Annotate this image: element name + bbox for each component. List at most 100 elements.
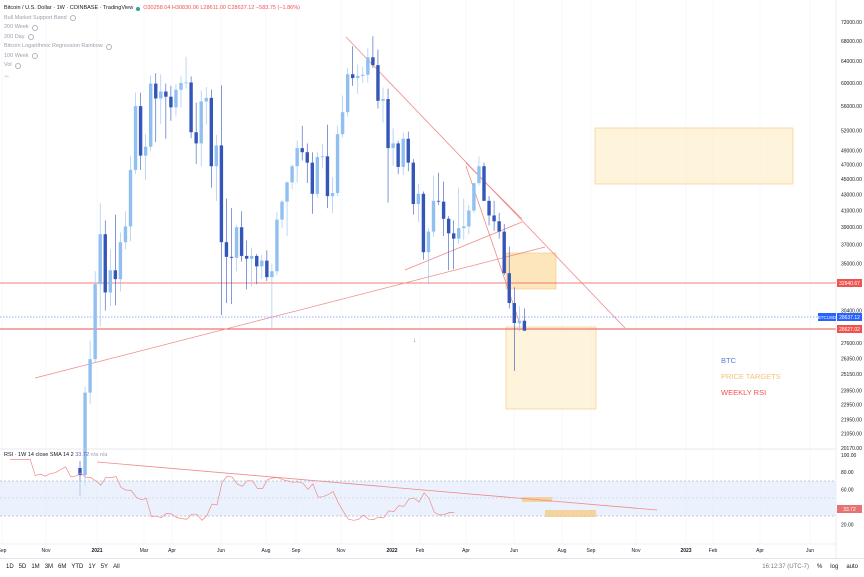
indicator-label[interactable]: 100 Week [4, 52, 29, 59]
price-axis-tick: 20170.00 [841, 446, 862, 452]
range-6m[interactable]: 6M [58, 564, 67, 570]
price-axis-tick: 49000.00 [841, 149, 862, 155]
candle-body [93, 284, 97, 360]
rsi-line [10, 459, 455, 521]
eye-icon[interactable] [69, 15, 76, 22]
candle-body [280, 201, 284, 220]
candle-body [295, 148, 299, 167]
price-axis-tick: 41000.00 [841, 208, 862, 214]
candle-body [320, 156, 325, 158]
market-status-icon [136, 6, 141, 11]
bottom-toolbar: 1D 5D 1M 3M 6M YTD 1Y 5Y All 16:12:37 (U… [0, 558, 864, 577]
price-axis-tick: 43000.00 [841, 192, 862, 198]
grid-lines [1, 0, 811, 544]
candle-body [386, 99, 390, 149]
rsi-axis-tick: 100.00 [841, 453, 857, 459]
candle-body [159, 91, 163, 99]
candle-body [487, 200, 491, 216]
price-axis-tick: 26350.00 [841, 356, 862, 362]
candle-body [174, 89, 178, 108]
candle-body [194, 132, 198, 144]
time-axis-tick: Nov [42, 548, 51, 554]
candle-body [255, 255, 259, 267]
price-axis-tick: 37000.00 [841, 243, 862, 249]
range-ytd[interactable]: YTD [71, 564, 84, 570]
candle-body [169, 96, 173, 108]
range-5y[interactable]: 5Y [100, 564, 109, 570]
candle-body [214, 145, 219, 167]
candle-body [98, 234, 102, 285]
time-axis-tick: Aug [558, 548, 567, 554]
candle-body [426, 231, 431, 253]
candle-body [143, 146, 148, 156]
price-axis-tick: 27600.00 [841, 341, 862, 347]
candle-body [78, 468, 82, 476]
indicator-label[interactable]: 200 Day [4, 33, 25, 40]
range-5d[interactable]: 5D [18, 564, 27, 570]
ohlc-values: O30258.04 H30830.06 L28611.00 C28637.12 … [143, 5, 300, 11]
candle-body [381, 99, 385, 101]
time-axis-tick: Apr [462, 548, 470, 554]
clock-display[interactable]: 16:12:37 (UTC-7) [762, 564, 809, 570]
price-axis-tick: 47000.00 [841, 163, 862, 169]
price-badge-symbol: BTCUSD [818, 315, 837, 320]
percent-toggle[interactable]: % [816, 564, 823, 570]
candle-body [285, 182, 289, 202]
rsi-band-background [0, 481, 836, 516]
price-axis-tick: 22950.00 [841, 403, 862, 409]
price-axis-tick: 52000.00 [841, 129, 862, 135]
candle-body [517, 320, 522, 323]
candle-body [154, 83, 158, 99]
candle-body [512, 303, 516, 323]
rsi-axis-tick: 20.00 [841, 522, 854, 528]
candle-body [441, 201, 446, 219]
candle-body [335, 134, 340, 194]
candle-body [325, 156, 330, 197]
range-1d[interactable]: 1D [6, 564, 14, 570]
eye-icon[interactable] [14, 62, 21, 69]
eye-icon[interactable] [27, 34, 34, 41]
candle-body [260, 260, 264, 267]
candle-body [224, 242, 229, 257]
price-target-zone-middle [505, 252, 557, 290]
candle-body [376, 65, 380, 101]
time-axis-tick: Mar [140, 548, 149, 554]
candle-body [467, 210, 471, 227]
candle-body [492, 215, 496, 222]
symbol-title[interactable]: Bitcoin / U.S. Dollar · 1W · COINBASE · … [4, 5, 134, 11]
range-1m[interactable]: 1M [31, 564, 40, 570]
eye-icon[interactable] [105, 43, 112, 50]
price-axis[interactable]: 72000.00 68000.00 64000.00 60000.00 56000.00… [835, 0, 862, 558]
indicator-label[interactable]: Vol [4, 62, 12, 68]
time-axis-tick: 2022 [386, 548, 397, 554]
candle-body [199, 101, 203, 144]
candle-body [275, 219, 279, 272]
chevron-up-icon[interactable]: ︿ [4, 72, 10, 79]
time-axis-tick: Feb [709, 548, 718, 554]
time-axis[interactable]: Sep Nov 2021 Mar Apr Jun Aug Sep Nov 2022 Feb Apr Ju… [0, 543, 836, 554]
indicator-label[interactable]: 200 Week [4, 24, 29, 30]
candle-body [184, 82, 188, 84]
candle-body [396, 143, 400, 167]
range-selector: 1D 5D 1M 3M 6M YTD 1Y 5Y All [6, 564, 120, 570]
range-1y[interactable]: 1Y [88, 564, 96, 570]
range-3m[interactable]: 3M [44, 564, 54, 570]
eye-icon[interactable] [31, 24, 38, 31]
auto-toggle[interactable]: auto [846, 564, 858, 570]
annotation-price-targets: PRICE TARGETS [721, 372, 781, 381]
range-all[interactable]: All [113, 564, 120, 570]
rsi-value: 33.72 [75, 452, 89, 458]
log-toggle[interactable]: log [830, 564, 839, 570]
candle-body [118, 242, 123, 280]
rsi-label[interactable]: RSI · 1W 14 close SMA 14 2 [4, 452, 74, 458]
eye-icon[interactable] [31, 53, 38, 60]
candle-body [391, 143, 395, 149]
price-badge-upper-text: 32940.67 [839, 281, 860, 287]
candle-body [113, 270, 118, 280]
time-axis-tick: Jun [806, 548, 814, 554]
candle-body [219, 145, 224, 243]
indicator-label[interactable]: Bull Market Support Band [4, 14, 67, 21]
candle-body [452, 233, 456, 239]
indicator-label[interactable]: Bitcoin Logarithmic Regression Rainbow [4, 43, 103, 49]
